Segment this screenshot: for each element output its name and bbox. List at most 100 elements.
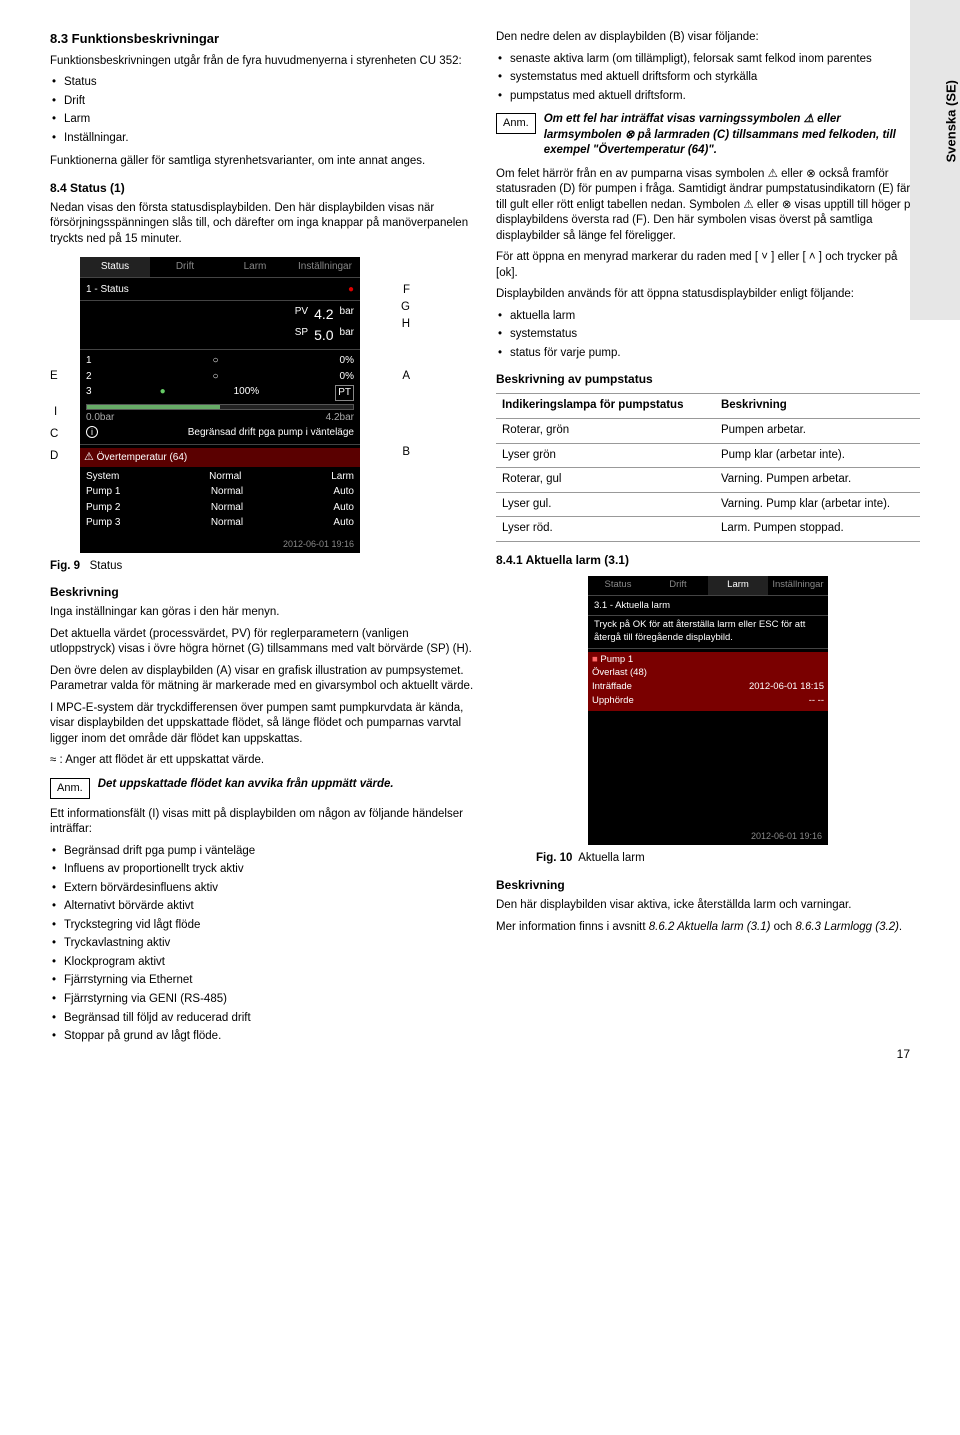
tab-status: Status (588, 576, 648, 596)
list-item: Begränsad till följd av reducerad drift (50, 1011, 474, 1027)
list-item: Fjärrstyrning via Ethernet (50, 973, 474, 989)
sr-c1: Pump 1 (86, 485, 120, 499)
list-item: Inställningar. (50, 131, 474, 147)
fig9-caption: Fig. 9 Status (50, 559, 474, 575)
warning-icon: ⚠ (84, 451, 94, 463)
list-item: Extern börvärdesinfluens aktiv (50, 881, 474, 897)
td: Varning. Pump klar (arbetar inte). (715, 492, 920, 517)
heading-beskrivning: Beskrivning (50, 584, 474, 600)
tab-larm: Larm (220, 257, 290, 278)
status-display: Status Drift Larm Inställningar 1 - Stat… (80, 257, 360, 552)
td: Pumpen arbetar. (715, 418, 920, 443)
sr-c3: Auto (333, 516, 354, 530)
sr-c3: Auto (333, 501, 354, 515)
callout-A: A (402, 369, 410, 385)
p9: Ett informationsfält (I) visas mitt på d… (50, 807, 474, 838)
sp-unit: bar (340, 326, 354, 345)
pv-unit: bar (340, 305, 354, 324)
p-status-intro: Nedan visas den första statusdisplaybild… (50, 201, 474, 248)
list-item: Influens av proportionellt tryck aktiv (50, 862, 474, 878)
sp-label: SP (295, 326, 308, 345)
pv-label: PV (295, 305, 308, 324)
scale-right: 4.2bar (326, 411, 354, 425)
callout-C: C (50, 427, 58, 443)
fig10-label: Fig. 10 (536, 852, 572, 864)
list-item: Stoppar på grund av lågt flöde. (50, 1029, 474, 1045)
p6-end: . (899, 921, 902, 933)
callout-G: G (401, 300, 410, 316)
r-intr-v: 2012-06-01 18:15 (749, 681, 824, 694)
list-item: Status (50, 75, 474, 91)
p-r4: Displaybilden används för att öppna stat… (496, 287, 920, 303)
fig10-title: Aktuella larm (578, 852, 644, 864)
callout-D: D (50, 449, 58, 465)
note-label: Anm. (50, 778, 90, 799)
hint: Tryck på OK för att återställa larm elle… (594, 619, 822, 645)
p-r5: Den här displaybilden visar aktiva, icke… (496, 898, 920, 914)
list-item: systemstatus med aktuell driftsform och … (496, 70, 920, 86)
tab-drift: Drift (648, 576, 708, 596)
td: Roterar, gul (496, 468, 715, 493)
menu-list: Status Drift Larm Inställningar. (50, 75, 474, 146)
scale-left: 0.0bar (86, 411, 114, 425)
fig10-caption: Fig. 10 Aktuella larm (536, 851, 920, 867)
td: Roterar, grön (496, 418, 715, 443)
td: Lyser gul. (496, 492, 715, 517)
p7: I MPC-E-system där tryckdifferensen över… (50, 701, 474, 748)
pump-pct: 0% (340, 354, 354, 368)
list-item: Drift (50, 94, 474, 110)
heading-pumpstatus: Beskrivning av pumpstatus (496, 371, 920, 387)
alarm-dot-icon: ● (348, 283, 354, 297)
fig9-title: Status (90, 560, 123, 572)
pump-num: 3 (86, 385, 92, 401)
list-item: status för varje pump. (496, 346, 920, 362)
tab-drift: Drift (150, 257, 220, 278)
left-column: 8.3 Funktionsbeskrivningar Funktionsbesk… (50, 30, 474, 1053)
tab-larm: Larm (708, 576, 768, 596)
sr-c3: Larm (331, 470, 354, 484)
display-timestamp: 2012-06-01 19:16 (283, 538, 354, 550)
r-upp-v: -- -- (809, 695, 824, 708)
status-rows: SystemNormalLarm Pump 1NormalAuto Pump 2… (86, 469, 354, 531)
info-icon: i (86, 426, 98, 438)
td: Pump klar (arbetar inte). (715, 443, 920, 468)
sr-c2: Normal (211, 516, 243, 530)
heading-8-4-1: 8.4.1 Aktuella larm (3.1) (496, 552, 920, 568)
stop-icon: ■ (592, 654, 598, 665)
p6: Den övre delen av displaybilden (A) visa… (50, 664, 474, 695)
p4: Inga inställningar kan göras i den här m… (50, 605, 474, 621)
callout-I: I (54, 405, 57, 421)
sp-value: 5.0 (314, 326, 333, 345)
sr-c3: Auto (333, 485, 354, 499)
p8: ≈ : Anger att flödet är ett uppskattat v… (50, 753, 474, 769)
status-crumb: 1 - Status (86, 283, 129, 297)
alarm-name: Pump 1 (600, 654, 633, 665)
note-text: Om ett fel har inträffat visas varningss… (544, 112, 920, 159)
th-beskr: Beskrivning (715, 394, 920, 419)
r-intr: Inträffade (592, 681, 632, 694)
p-intro: Funktionsbeskrivningen utgår från de fyr… (50, 54, 474, 70)
pump-pct: 100% (234, 385, 260, 401)
b-list: senaste aktiva larm (om tillämpligt), fe… (496, 52, 920, 105)
crumb: 3.1 - Aktuella larm (594, 600, 822, 613)
note-label: Anm. (496, 113, 536, 134)
figure-9-wrap: E I C D F G H A B Status Drift Larm Inst… (50, 257, 410, 552)
tab-status: Status (80, 257, 150, 278)
list-item: senaste aktiva larm (om tillämpligt), fe… (496, 52, 920, 68)
p-r2: Om felet härrör från en av pumparna visa… (496, 167, 920, 245)
p-r6: Mer information finns i avsnitt 8.6.2 Ak… (496, 920, 920, 936)
pump-pct: 0% (340, 370, 354, 384)
sr-c2: Normal (211, 501, 243, 515)
list-item: Begränsad drift pga pump i vänteläge (50, 844, 474, 860)
info-line: Begränsad drift pga pump i vänteläge (188, 426, 354, 440)
heading-beskr2: Beskrivning (496, 877, 920, 893)
list-item: aktuella larm (496, 309, 920, 325)
info-events-list: Begränsad drift pga pump i vänteläge Inf… (50, 844, 474, 1045)
sr-c1: System (86, 470, 119, 484)
sr-c1: Pump 3 (86, 516, 120, 530)
pumpstatus-table: Indikeringslampa för pumpstatus Beskrivn… (496, 393, 920, 541)
alarm-detail: Överlast (48) (592, 667, 824, 680)
list-item: pumpstatus med aktuell driftsform. (496, 89, 920, 105)
p-applies: Funktionerna gäller för samtliga styrenh… (50, 154, 474, 170)
r-upp: Upphörde (592, 695, 634, 708)
